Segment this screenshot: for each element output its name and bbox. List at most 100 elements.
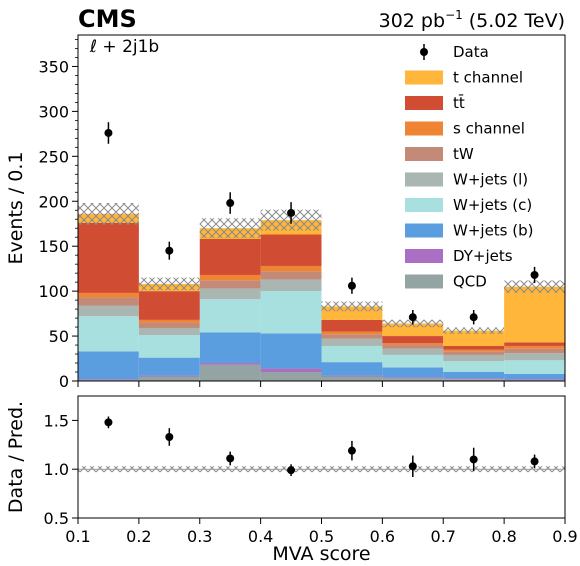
bar-w-jets-l--bin-5 [382, 348, 444, 355]
xtick-label: 0.1 [65, 527, 90, 546]
bar-w-jets-l--bin-2 [199, 288, 261, 300]
lumi-value: 302 pb [379, 10, 445, 32]
svg-text:302 pb−1(5.02 TeV): 302 pb−1 (5.02 TeV) [379, 8, 565, 32]
legend-data-marker [420, 48, 428, 56]
legend-label-9: QCD [453, 273, 487, 291]
bar-w-jets-b--bin-5 [382, 367, 444, 378]
ratio-uncertainty-band [78, 466, 565, 473]
stat-band-bin-4 [321, 301, 383, 312]
ratio-point-0 [104, 418, 113, 427]
experiment-label: CMS [78, 5, 137, 33]
bar-w-jets-b--bin-4 [321, 362, 383, 376]
legend-entry-5: W+jets (l) [405, 171, 528, 189]
main-ytick-label-300: 300 [38, 102, 69, 121]
stacked-bars [78, 213, 565, 381]
ratio-ytick-label: 1.5 [44, 411, 69, 430]
legend-swatch-5 [405, 172, 443, 187]
legend-swatch-2 [405, 96, 443, 110]
stat-band-bin-7 [504, 280, 565, 293]
bar-w-jets-b--bin-3 [260, 333, 322, 369]
bar-qcd-bin-1 [138, 376, 200, 381]
ratio-frame [77, 395, 566, 519]
bar-w-jets-c--bin-1 [138, 335, 200, 358]
ratio-point-4 [347, 446, 356, 455]
bar-w-jets-c--bin-0 [78, 316, 139, 352]
bar-tt--bin-1 [138, 291, 200, 320]
bar-qcd-bin-6 [443, 379, 505, 381]
stat-band-bin-1 [138, 277, 200, 291]
xtick-label: 0.3 [187, 527, 212, 546]
bar-w-jets-b--bin-6 [443, 372, 505, 379]
bar-t-channel-bin-6 [443, 330, 505, 346]
bar-tw-bin-2 [199, 280, 261, 289]
bar-t-channel-bin-7 [504, 286, 565, 343]
bar-s-channel-bin-7 [504, 345, 565, 349]
bar-tw-bin-4 [321, 334, 383, 339]
legend-swatch-6 [405, 198, 443, 212]
category-label: ℓ + 2j1b [89, 37, 159, 57]
legend-label-4: tW [453, 145, 474, 163]
legend-swatch-9 [405, 274, 443, 289]
bar-dy-jets-bin-0 [78, 379, 139, 381]
bar-tw-bin-1 [138, 322, 200, 328]
bar-w-jets-l--bin-4 [321, 338, 383, 346]
legend-label-3: s channel [453, 120, 525, 138]
ratio-point-6 [469, 455, 478, 464]
legend-swatch-8 [405, 249, 443, 263]
legend-label-8: DY+jets [453, 247, 513, 265]
ratio-point-1 [165, 432, 174, 441]
bar-dy-jets-bin-6 [443, 378, 505, 380]
bar-tt--bin-5 [382, 336, 444, 344]
bar-tw-bin-7 [504, 348, 565, 354]
legend-label-1: t channel [453, 69, 523, 87]
bar-w-jets-b--bin-7 [504, 373, 565, 380]
ratio-point-2 [226, 454, 235, 463]
bar-w-jets-c--bin-2 [199, 299, 261, 333]
legend-entry-6: W+jets (c) [405, 196, 532, 214]
legend-entry-4: tW [405, 145, 474, 163]
legend-label-2: tt̄ [453, 93, 465, 112]
main-axes: 0 50 100 150 200 250 300 350 [38, 34, 566, 391]
data-point-0 [104, 128, 113, 137]
bar-tt--bin-7 [504, 342, 565, 346]
legend-entry-9: QCD [405, 273, 487, 291]
xtick-label: 0.4 [248, 527, 273, 546]
main-ytick-label-200: 200 [38, 192, 69, 211]
legend-entry-1: t channel [405, 69, 523, 87]
bar-w-jets-b--bin-2 [199, 332, 261, 364]
ratio-ytick-label: 1.0 [44, 460, 69, 479]
bar-tw-bin-6 [443, 351, 505, 355]
ratio-axes: 0.5 1.0 1.5 0.1 0.2 0.3 0.4 0.5 0.6 0.7 0.8 0.9 [44, 395, 578, 546]
xtick-label: 0.2 [126, 527, 151, 546]
bar-qcd-bin-2 [199, 364, 261, 381]
main-ytick-label-250: 250 [38, 147, 69, 166]
ratio-point-7 [530, 457, 539, 466]
bar-tt--bin-2 [199, 239, 261, 275]
legend-swatch-4 [405, 147, 443, 161]
ratio-points [104, 416, 539, 478]
data-point-1 [165, 246, 174, 255]
bar-w-jets-b--bin-0 [78, 351, 139, 380]
legend-label-0: Data [453, 43, 489, 61]
bar-w-jets-c--bin-6 [443, 361, 505, 373]
data-point-4 [347, 281, 356, 290]
legend: Data t channel tt̄ s channel tW W+jets (l) W+j… [405, 43, 534, 291]
data-point-3 [287, 208, 296, 217]
bar-s-channel-bin-3 [260, 265, 322, 272]
main-ytick-label-0: 0 [59, 372, 69, 391]
ratio-ytick-label: 0.5 [44, 509, 69, 528]
main-ytick-label-350: 350 [38, 57, 69, 76]
xtick-label: 0.5 [309, 527, 334, 546]
bar-w-jets-b--bin-1 [138, 357, 200, 376]
bar-w-jets-l--bin-0 [78, 305, 139, 317]
xtick-label: 0.8 [491, 527, 516, 546]
xtick-label: 0.7 [431, 527, 456, 546]
bar-s-channel-bin-0 [78, 292, 139, 298]
xtick-label: 0.9 [552, 527, 577, 546]
lumi-exponent: −1 [445, 8, 463, 22]
bar-qcd-bin-3 [260, 372, 322, 381]
main-ytick-label-50: 50 [49, 327, 69, 346]
bar-s-channel-bin-1 [138, 319, 200, 323]
ratio-y-axis-title: Data / Pred. [5, 401, 27, 513]
legend-entry-2: tt̄ [405, 93, 465, 112]
